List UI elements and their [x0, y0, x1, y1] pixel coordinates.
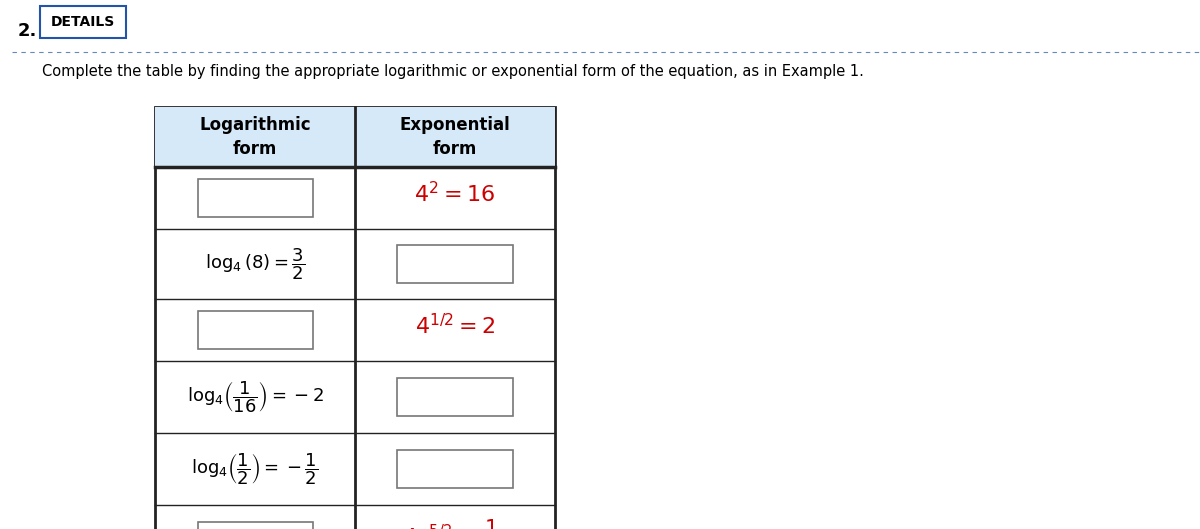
Text: Exponential
form: Exponential form [400, 116, 510, 158]
Text: $4^{-5/2} = \dfrac{1}{32}$: $4^{-5/2} = \dfrac{1}{32}$ [403, 518, 506, 529]
Bar [397, 378, 512, 416]
Text: 2.: 2. [18, 22, 37, 40]
Text: $\log_4\!\left(\dfrac{1}{2}\right) = -\dfrac{1}{2}$: $\log_4\!\left(\dfrac{1}{2}\right) = -\d… [192, 451, 318, 487]
Text: $4^2 = 16$: $4^2 = 16$ [414, 181, 496, 207]
Bar [198, 522, 312, 529]
Text: $\log_4\!\left(\dfrac{1}{16}\right) = -2$: $\log_4\!\left(\dfrac{1}{16}\right) = -2… [186, 379, 324, 415]
Bar [198, 311, 312, 349]
Text: Complete the table by finding the appropriate logarithmic or exponential form of: Complete the table by finding the approp… [42, 64, 864, 79]
Bar [198, 179, 312, 217]
Bar [155, 107, 554, 167]
Text: $\log_4(8) = \dfrac{3}{2}$: $\log_4(8) = \dfrac{3}{2}$ [205, 246, 305, 282]
FancyBboxPatch shape [40, 6, 126, 38]
Text: DETAILS: DETAILS [50, 15, 115, 29]
Text: $4^{1/2} = 2$: $4^{1/2} = 2$ [415, 313, 496, 339]
Bar [155, 107, 554, 529]
Bar [397, 450, 512, 488]
Bar [397, 245, 512, 283]
Text: Logarithmic
form: Logarithmic form [199, 116, 311, 158]
